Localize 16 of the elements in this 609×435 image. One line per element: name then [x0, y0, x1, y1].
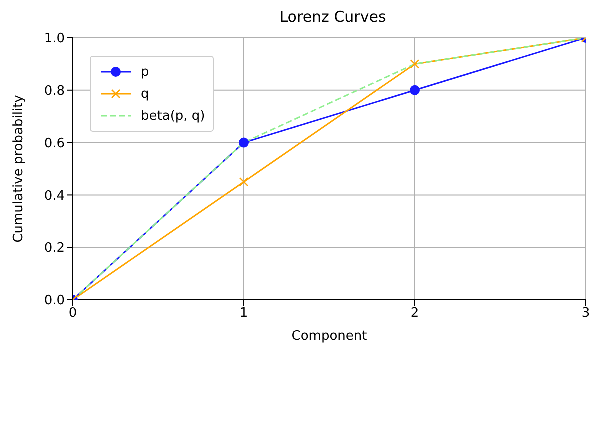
x-tick-label: 3 [582, 306, 590, 322]
y-tick-label: 0.6 [44, 136, 65, 152]
y-axis-title: Cumulative probability [12, 94, 27, 243]
chart-title: Lorenz Curves [278, 8, 388, 26]
y-tick-label: 0.0 [44, 294, 65, 309]
y-tick-label: 1.0 [44, 32, 65, 47]
x-axis-title: Component [292, 329, 368, 344]
y-tick-label: 0.2 [44, 241, 65, 256]
legend-label: q [141, 86, 150, 102]
x-tick-label: 2 [410, 306, 420, 322]
legend-label: p [141, 64, 150, 80]
legend-label: beta(p, q) [141, 108, 206, 124]
x-tick-label: 1 [240, 306, 248, 322]
y-tick-label: 0.4 [44, 188, 65, 204]
x-tick-label: 0 [68, 306, 78, 322]
y-tick-label: 0.8 [44, 84, 65, 100]
